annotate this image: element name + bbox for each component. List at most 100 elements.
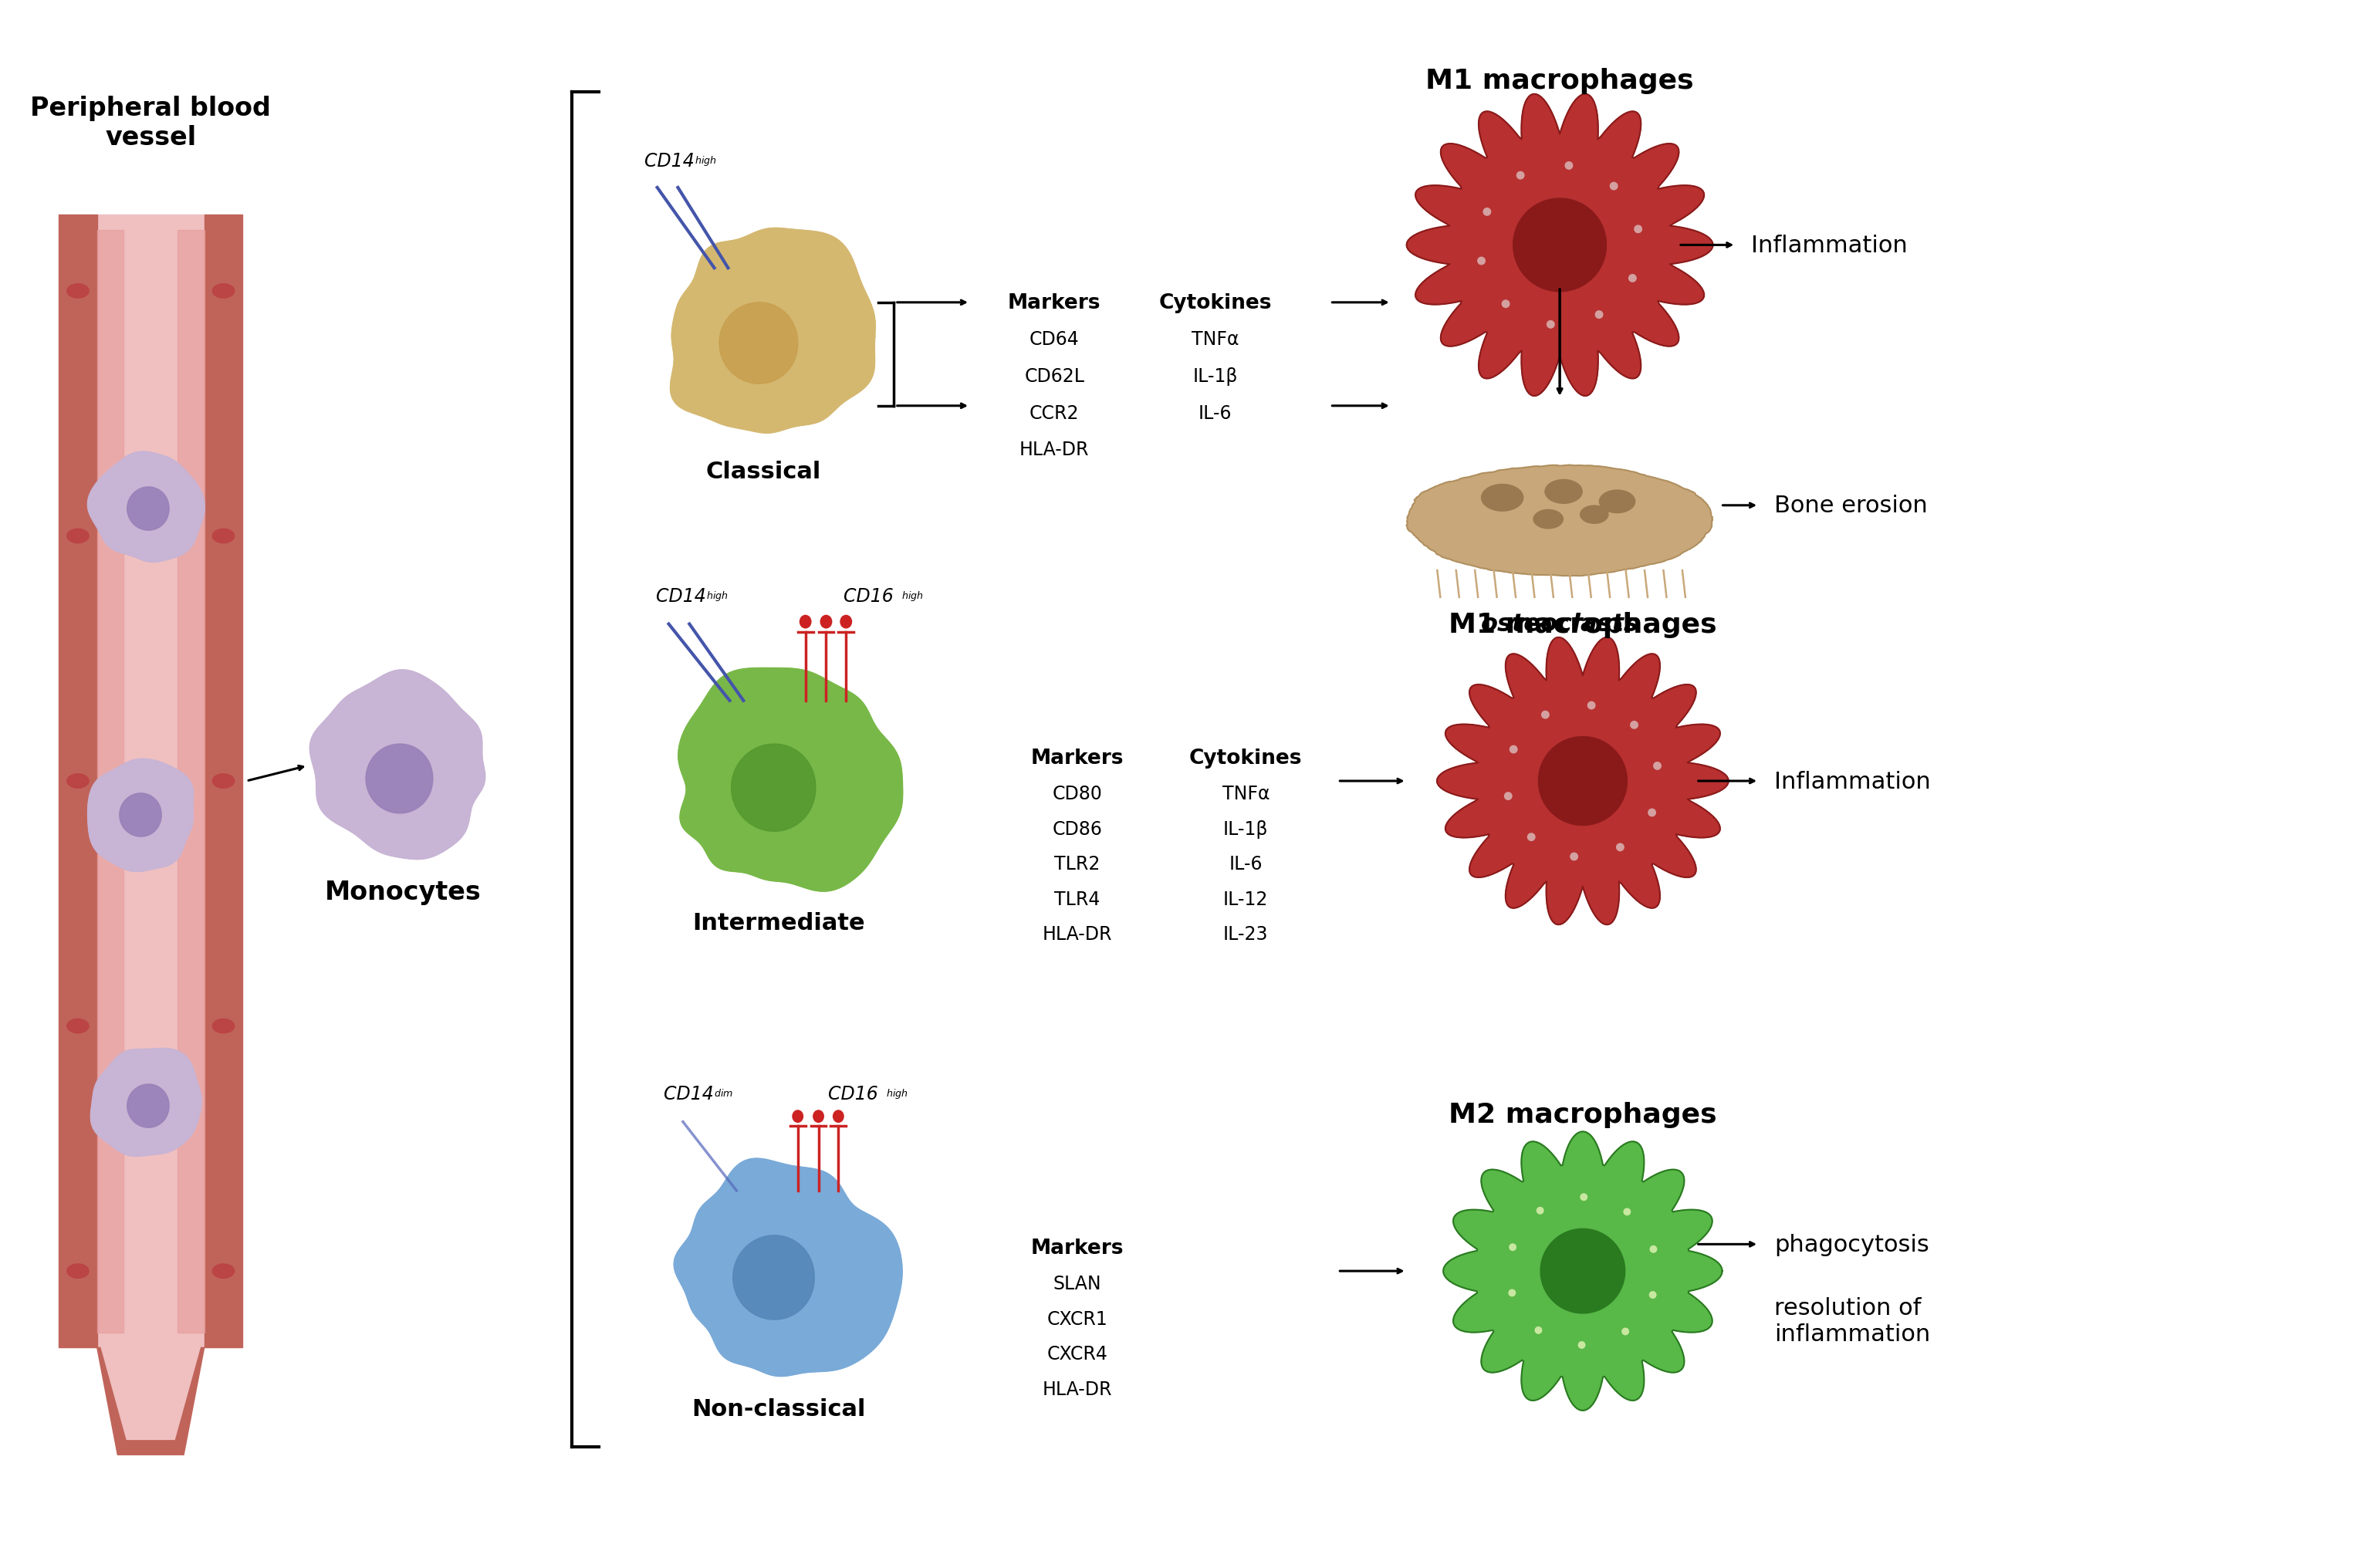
- Text: TNFα: TNFα: [1223, 784, 1270, 803]
- Ellipse shape: [820, 615, 832, 629]
- Polygon shape: [1443, 1132, 1723, 1411]
- Text: Classical: Classical: [706, 459, 820, 483]
- Polygon shape: [97, 1347, 204, 1455]
- Ellipse shape: [1650, 1290, 1657, 1298]
- Polygon shape: [88, 759, 194, 872]
- Ellipse shape: [813, 1110, 825, 1123]
- Polygon shape: [732, 1236, 815, 1320]
- Ellipse shape: [1545, 480, 1583, 505]
- Ellipse shape: [1477, 257, 1486, 265]
- Text: $^{high}$: $^{high}$: [886, 1088, 908, 1102]
- Text: Cytokines: Cytokines: [1159, 293, 1273, 314]
- Text: $^{high}$: $^{high}$: [706, 591, 728, 605]
- Polygon shape: [97, 215, 204, 1347]
- Polygon shape: [673, 1159, 903, 1377]
- Polygon shape: [90, 1049, 201, 1156]
- Ellipse shape: [1581, 505, 1609, 524]
- Text: CCR2: CCR2: [1029, 405, 1078, 422]
- Ellipse shape: [66, 284, 90, 299]
- Polygon shape: [118, 793, 161, 837]
- Ellipse shape: [211, 773, 235, 789]
- Ellipse shape: [211, 528, 235, 544]
- Ellipse shape: [1503, 299, 1510, 309]
- Text: CD14: CD14: [645, 152, 694, 171]
- Polygon shape: [178, 230, 204, 1333]
- Polygon shape: [732, 745, 815, 831]
- Text: Inflammation: Inflammation: [1775, 770, 1932, 792]
- Text: SLAN: SLAN: [1052, 1275, 1102, 1292]
- Ellipse shape: [211, 284, 235, 299]
- Polygon shape: [88, 452, 204, 563]
- Text: M1 macrophages: M1 macrophages: [1448, 612, 1716, 638]
- Ellipse shape: [1510, 1243, 1517, 1251]
- Polygon shape: [718, 303, 799, 384]
- Text: $^{high}$: $^{high}$: [901, 591, 924, 605]
- Text: resolution of
inflammation: resolution of inflammation: [1775, 1297, 1929, 1345]
- Ellipse shape: [1600, 491, 1635, 514]
- Ellipse shape: [66, 773, 90, 789]
- Text: CD64: CD64: [1029, 331, 1078, 350]
- Text: IL-23: IL-23: [1223, 925, 1268, 944]
- Text: CD14: CD14: [656, 586, 706, 605]
- Ellipse shape: [1628, 274, 1638, 282]
- Polygon shape: [128, 1085, 168, 1127]
- Text: CD16: CD16: [844, 586, 893, 605]
- Text: CXCR1: CXCR1: [1048, 1309, 1107, 1328]
- Ellipse shape: [839, 615, 853, 629]
- Text: IL-1β: IL-1β: [1192, 367, 1237, 386]
- Ellipse shape: [1481, 485, 1524, 513]
- Text: CD86: CD86: [1052, 820, 1102, 837]
- Text: HLA-DR: HLA-DR: [1043, 925, 1112, 944]
- Ellipse shape: [1647, 809, 1657, 817]
- Text: TLR4: TLR4: [1055, 891, 1100, 908]
- Text: $^{dim}$: $^{dim}$: [713, 1088, 732, 1102]
- Text: TLR2: TLR2: [1055, 855, 1100, 873]
- Text: $^{high}$: $^{high}$: [694, 157, 716, 171]
- Polygon shape: [97, 230, 123, 1333]
- Polygon shape: [1540, 1229, 1626, 1314]
- Text: phagocytosis: phagocytosis: [1775, 1232, 1929, 1256]
- Text: Bone erosion: Bone erosion: [1775, 494, 1927, 517]
- Ellipse shape: [832, 1110, 844, 1123]
- Polygon shape: [204, 215, 242, 1347]
- Text: IL-6: IL-6: [1230, 855, 1263, 873]
- Text: Peripheral blood
vessel: Peripheral blood vessel: [31, 96, 270, 151]
- Text: M1 macrophages: M1 macrophages: [1427, 67, 1695, 94]
- Ellipse shape: [1609, 182, 1619, 191]
- Ellipse shape: [1616, 844, 1623, 851]
- Polygon shape: [59, 215, 97, 1347]
- Ellipse shape: [1633, 226, 1642, 234]
- Ellipse shape: [1650, 1245, 1657, 1253]
- Ellipse shape: [211, 1019, 235, 1033]
- Text: Cytokines: Cytokines: [1190, 748, 1301, 768]
- Text: osteoclasts: osteoclasts: [1481, 613, 1638, 637]
- Ellipse shape: [1517, 172, 1524, 180]
- Ellipse shape: [1564, 162, 1574, 171]
- Text: Non-classical: Non-classical: [692, 1397, 865, 1421]
- Ellipse shape: [66, 1019, 90, 1033]
- Text: Markers: Markers: [1031, 1239, 1123, 1258]
- Ellipse shape: [799, 615, 811, 629]
- Ellipse shape: [66, 1264, 90, 1279]
- Ellipse shape: [1533, 510, 1564, 530]
- Text: CD80: CD80: [1052, 784, 1102, 803]
- Text: IL-6: IL-6: [1199, 405, 1232, 422]
- Polygon shape: [671, 229, 875, 433]
- Ellipse shape: [211, 1264, 235, 1279]
- Ellipse shape: [1540, 710, 1550, 720]
- Polygon shape: [310, 671, 486, 859]
- Ellipse shape: [1526, 833, 1536, 842]
- Ellipse shape: [792, 1110, 803, 1123]
- Ellipse shape: [1581, 1193, 1588, 1201]
- Text: TNFα: TNFα: [1192, 331, 1240, 350]
- Text: Markers: Markers: [1031, 748, 1123, 768]
- Polygon shape: [1436, 638, 1728, 925]
- Polygon shape: [1405, 466, 1714, 577]
- Polygon shape: [102, 1347, 201, 1439]
- Ellipse shape: [1536, 1327, 1543, 1334]
- Ellipse shape: [66, 528, 90, 544]
- Text: IL-1β: IL-1β: [1223, 820, 1268, 837]
- Polygon shape: [1512, 199, 1607, 292]
- Text: CD14: CD14: [664, 1083, 713, 1102]
- Ellipse shape: [1484, 209, 1491, 216]
